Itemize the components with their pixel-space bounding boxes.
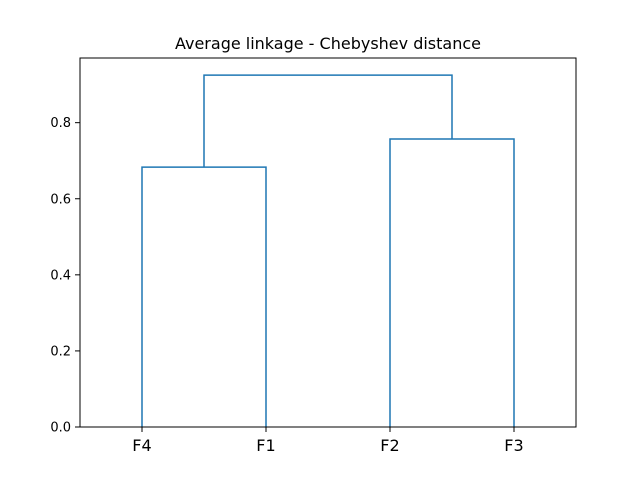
y-tick-label: 0.4 [50, 268, 71, 283]
plot-frame [79, 57, 577, 428]
y-axis: 0.0 0.2 0.4 0.6 0.8 [50, 116, 80, 436]
leaf-label-f2: F2 [380, 436, 399, 455]
leaf-label-f3: F3 [504, 436, 523, 455]
leaf-label-f4: F4 [132, 436, 151, 455]
y-tick-label: 0.0 [50, 421, 71, 436]
y-tick-label: 0.6 [50, 192, 71, 207]
chart-title: Average linkage - Chebyshev distance [175, 34, 481, 53]
leaf-label-f1: F1 [256, 436, 275, 455]
y-tick-label: 0.2 [50, 344, 71, 359]
x-axis: F4 F1 F2 F3 [132, 427, 524, 455]
dendrogram-link-2 [389, 138, 515, 427]
dendrogram-links [141, 74, 515, 427]
y-tick-label: 0.8 [50, 116, 71, 131]
dendrogram-link-3 [203, 74, 453, 168]
